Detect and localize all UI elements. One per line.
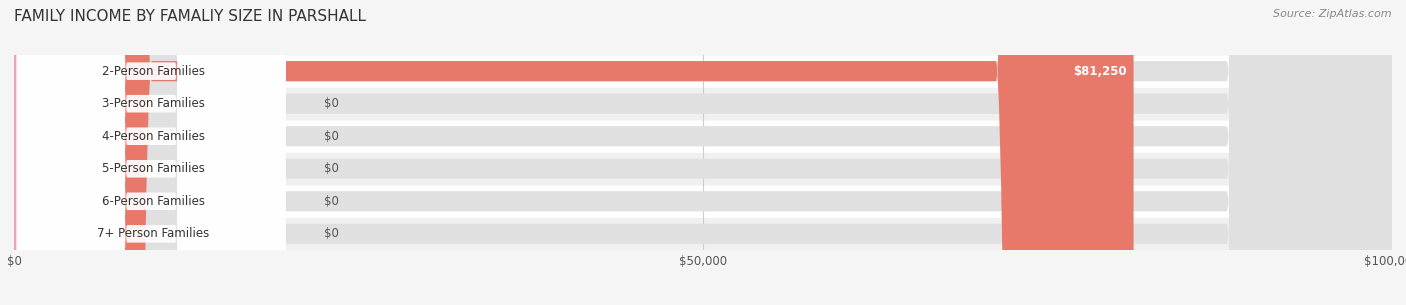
FancyBboxPatch shape: [17, 0, 285, 305]
Text: Source: ZipAtlas.com: Source: ZipAtlas.com: [1274, 9, 1392, 19]
FancyBboxPatch shape: [14, 0, 45, 305]
FancyBboxPatch shape: [17, 0, 285, 305]
Text: 3-Person Families: 3-Person Families: [101, 97, 205, 110]
Bar: [14, 121, 1392, 152]
Bar: [14, 153, 1392, 184]
FancyBboxPatch shape: [14, 0, 1392, 305]
Text: 2-Person Families: 2-Person Families: [101, 65, 205, 78]
FancyBboxPatch shape: [14, 0, 1392, 305]
FancyBboxPatch shape: [14, 0, 1392, 305]
FancyBboxPatch shape: [14, 0, 1392, 305]
Bar: [14, 56, 1392, 87]
FancyBboxPatch shape: [14, 0, 45, 305]
Text: $0: $0: [325, 227, 339, 240]
Text: $0: $0: [325, 130, 339, 143]
Text: 5-Person Families: 5-Person Families: [101, 162, 205, 175]
Text: $0: $0: [325, 97, 339, 110]
Bar: [14, 186, 1392, 217]
Text: $0: $0: [325, 195, 339, 208]
Text: $81,250: $81,250: [1073, 65, 1126, 78]
Bar: [14, 218, 1392, 249]
FancyBboxPatch shape: [17, 0, 285, 305]
FancyBboxPatch shape: [14, 0, 45, 305]
FancyBboxPatch shape: [14, 0, 45, 305]
FancyBboxPatch shape: [17, 0, 285, 305]
FancyBboxPatch shape: [17, 0, 285, 305]
FancyBboxPatch shape: [17, 0, 285, 305]
FancyBboxPatch shape: [14, 0, 45, 305]
FancyBboxPatch shape: [14, 0, 1133, 305]
Text: 4-Person Families: 4-Person Families: [101, 130, 205, 143]
FancyBboxPatch shape: [14, 0, 1392, 305]
Text: FAMILY INCOME BY FAMALIY SIZE IN PARSHALL: FAMILY INCOME BY FAMALIY SIZE IN PARSHAL…: [14, 9, 366, 24]
Text: $0: $0: [325, 162, 339, 175]
Text: 7+ Person Families: 7+ Person Families: [97, 227, 209, 240]
Text: 6-Person Families: 6-Person Families: [101, 195, 205, 208]
Bar: [14, 88, 1392, 119]
FancyBboxPatch shape: [14, 0, 1392, 305]
